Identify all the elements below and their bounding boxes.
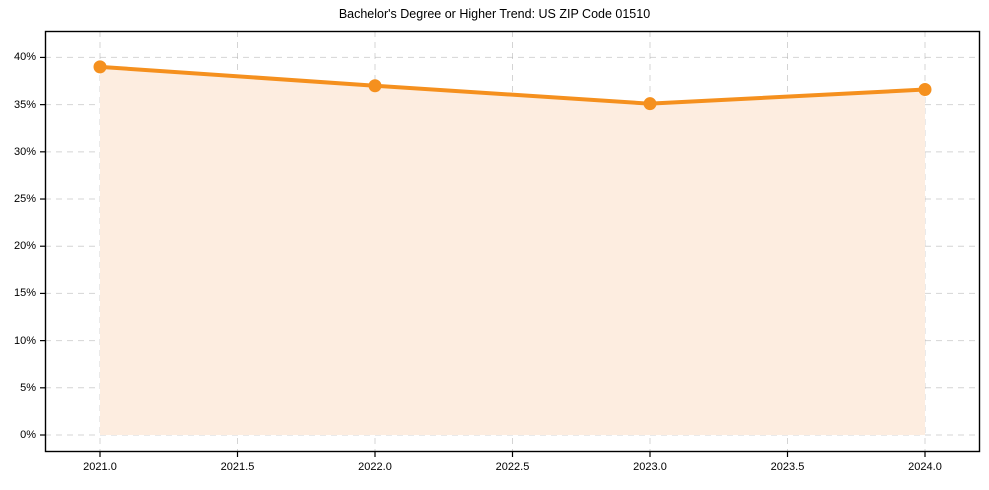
y-tick-label: 35% <box>13 98 36 111</box>
chart-title: Bachelor's Degree or Higher Trend: US ZI… <box>338 7 651 21</box>
y-tick-label: 0% <box>20 429 36 441</box>
x-tick-label: 2021.5 <box>220 461 255 473</box>
x-tick-label: 2022.5 <box>495 461 530 473</box>
x-tick-label: 2024.0 <box>908 461 942 473</box>
x-tick-label: 2023.0 <box>633 461 667 473</box>
y-tick-label: 5% <box>20 381 36 394</box>
x-tick-label: 2023.5 <box>770 461 805 473</box>
x-tick-label: 2022.0 <box>358 461 392 473</box>
y-tick-label: 25% <box>13 193 36 206</box>
y-tick-label: 20% <box>13 240 36 253</box>
data-point-markers <box>93 60 932 111</box>
plot-border <box>44 30 981 453</box>
y-tick-label: 10% <box>13 334 36 347</box>
y-tick-label: 40% <box>13 51 36 64</box>
y-tick-label: 30% <box>13 145 36 158</box>
axis-tick-marks <box>40 56 926 457</box>
x-tick-label: 2021.0 <box>83 461 117 473</box>
area-fill <box>100 66 925 436</box>
trend-line <box>98 64 927 106</box>
y-tick-label: 15% <box>13 287 36 300</box>
